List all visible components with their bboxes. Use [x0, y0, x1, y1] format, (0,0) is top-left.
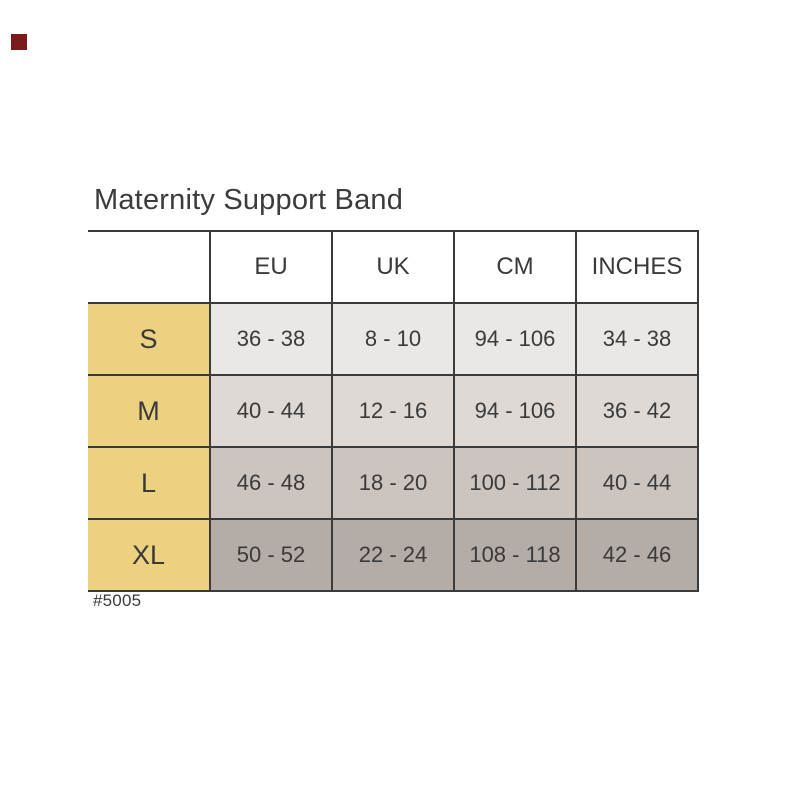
column-header-uk: UK [331, 230, 455, 304]
value-cell-l-eu: 46 - 48 [209, 446, 333, 520]
value-cell-xl-eu: 50 - 52 [209, 518, 333, 592]
sizing-table: EU UK CM INCHES S 36 - 38 8 - 10 94 - 10… [88, 230, 699, 592]
header-row: EU UK CM INCHES [88, 230, 699, 304]
value-cell-xl-cm: 108 - 118 [453, 518, 577, 592]
table-row-m: M 40 - 44 12 - 16 94 - 106 36 - 42 [88, 374, 699, 448]
brand-color-swatch [11, 34, 27, 50]
column-header-inches: INCHES [575, 230, 699, 304]
value-cell-m-cm: 94 - 106 [453, 374, 577, 448]
size-label-m: M [88, 374, 211, 448]
table-row-xl: XL 50 - 52 22 - 24 108 - 118 42 - 46 [88, 518, 699, 592]
page-title: Maternity Support Band [94, 184, 404, 216]
value-cell-m-uk: 12 - 16 [331, 374, 455, 448]
value-cell-s-cm: 94 - 106 [453, 302, 577, 376]
value-cell-l-uk: 18 - 20 [331, 446, 455, 520]
product-code: #5005 [93, 591, 142, 610]
value-cell-xl-inches: 42 - 46 [575, 518, 699, 592]
table-row-l: L 46 - 48 18 - 20 100 - 112 40 - 44 [88, 446, 699, 520]
column-header-cm: CM [453, 230, 577, 304]
value-cell-s-eu: 36 - 38 [209, 302, 333, 376]
corner-cell [88, 230, 211, 304]
value-cell-m-inches: 36 - 42 [575, 374, 699, 448]
value-cell-xl-uk: 22 - 24 [331, 518, 455, 592]
size-label-s: S [88, 302, 211, 376]
size-label-l: L [88, 446, 211, 520]
value-cell-s-inches: 34 - 38 [575, 302, 699, 376]
value-cell-s-uk: 8 - 10 [331, 302, 455, 376]
column-header-eu: EU [209, 230, 333, 304]
value-cell-m-eu: 40 - 44 [209, 374, 333, 448]
table-row-s: S 36 - 38 8 - 10 94 - 106 34 - 38 [88, 302, 699, 376]
value-cell-l-cm: 100 - 112 [453, 446, 577, 520]
value-cell-l-inches: 40 - 44 [575, 446, 699, 520]
size-label-xl: XL [88, 518, 211, 592]
